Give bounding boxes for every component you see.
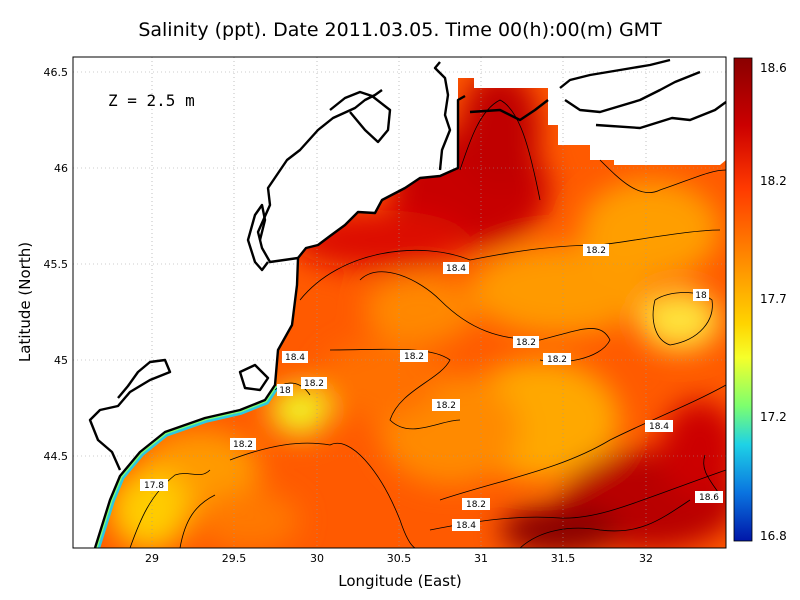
- plot-area: 18.2 18.4 18 18.2 18.2 18.4 18.2 18.2 18…: [72, 56, 727, 549]
- x-axis-label: Longitude (East): [338, 572, 461, 590]
- contour-label: 18: [277, 384, 293, 396]
- x-tick-label: 30.5: [387, 552, 412, 565]
- colorbar-tick-label: 18.6: [760, 61, 787, 75]
- contour-label: 18.2: [462, 498, 490, 510]
- contour-label: 18.2: [230, 438, 256, 450]
- svg-text:18.4: 18.4: [456, 521, 476, 531]
- contour-label: 18: [693, 289, 709, 301]
- colorbar-tick-label: 17.2: [760, 410, 787, 424]
- y-axis: 44.5 45 45.5 46 46.5 Latitude (North): [16, 66, 68, 463]
- x-tick-label: 30: [310, 552, 324, 565]
- svg-text:18.6: 18.6: [699, 493, 719, 503]
- contour-label: 18.2: [301, 377, 327, 389]
- contour-label: 18.4: [645, 420, 673, 432]
- colorbar-gradient: [733, 57, 753, 542]
- contour-label: 18.6: [695, 491, 723, 503]
- y-tick-label: 45.5: [44, 258, 69, 271]
- colorbar-tick-label: 17.7: [760, 292, 787, 306]
- grid-lines: [73, 57, 726, 548]
- y-axis-label: Latitude (North): [16, 242, 34, 362]
- svg-text:18.4: 18.4: [649, 422, 669, 432]
- svg-text:18: 18: [695, 291, 707, 301]
- y-tick-label: 46: [54, 162, 68, 175]
- x-axis: 29 29.5 30 30.5 31 31.5 32 Longitude (Ea…: [145, 552, 653, 590]
- svg-text:18.2: 18.2: [404, 352, 424, 362]
- x-tick-label: 29: [145, 552, 159, 565]
- svg-text:18.2: 18.2: [586, 246, 606, 256]
- svg-text:18.4: 18.4: [285, 353, 305, 363]
- svg-text:18.2: 18.2: [304, 379, 324, 389]
- y-tick-label: 46.5: [44, 66, 69, 79]
- svg-text:18.4: 18.4: [446, 264, 466, 274]
- colorbar-tick-label: 16.8: [760, 529, 787, 543]
- contour-labels: 18.2 18.4 18 18.2 18.2 18.4 18.2 18.2 18…: [140, 244, 723, 531]
- contour-label: 18.2: [432, 399, 460, 411]
- contour-label: 18.4: [282, 351, 308, 363]
- plot-frame: [72, 56, 727, 549]
- x-tick-label: 31.5: [551, 552, 576, 565]
- svg-text:18.2: 18.2: [436, 401, 456, 411]
- contour-label: 18.2: [513, 336, 539, 348]
- contour-label: 18.4: [452, 519, 480, 531]
- contour-label: 18.2: [400, 350, 428, 362]
- colorbar-tick-label: 18.2: [760, 174, 787, 188]
- x-tick-label: 29.5: [222, 552, 247, 565]
- svg-text:18.2: 18.2: [233, 440, 253, 450]
- coastline: [88, 58, 727, 549]
- svg-text:18.2: 18.2: [466, 500, 486, 510]
- colorbar: 18.6 18.2 17.7 17.2 16.8: [733, 57, 787, 543]
- svg-text:18: 18: [279, 386, 291, 396]
- contour-label: 17.8: [140, 479, 168, 491]
- x-tick-label: 32: [639, 552, 653, 565]
- contour-label: 18.2: [543, 353, 571, 365]
- svg-text:18.2: 18.2: [547, 355, 567, 365]
- contour-label: 18.4: [443, 262, 469, 274]
- depth-label: Z = 2.5 m: [108, 91, 195, 110]
- svg-text:17.8: 17.8: [144, 481, 164, 491]
- contour-label: 18.2: [583, 244, 609, 256]
- svg-text:18.2: 18.2: [516, 338, 536, 348]
- chart-title: Salinity (ppt). Date 2011.03.05. Time 00…: [138, 19, 662, 41]
- y-tick-label: 44.5: [44, 450, 69, 463]
- x-tick-label: 31: [474, 552, 488, 565]
- y-tick-label: 45: [54, 354, 68, 367]
